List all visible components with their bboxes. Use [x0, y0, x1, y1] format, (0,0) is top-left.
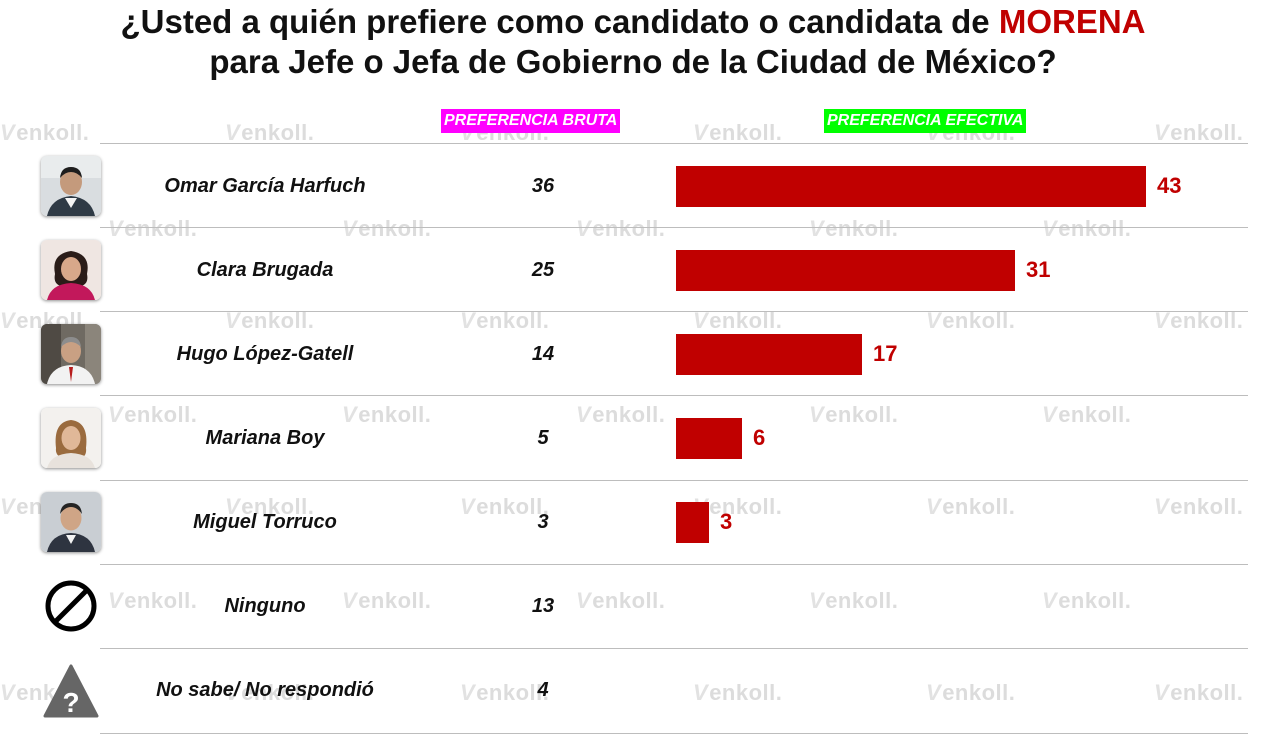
title-line1-prefix: ¿Usted a quién prefiere como candidato o…	[120, 3, 999, 40]
row-divider	[100, 227, 1248, 228]
row-label: Mariana Boy	[205, 427, 325, 449]
row-label: Clara Brugada	[196, 259, 334, 281]
table-row: Hugo López-Gatell 14 17	[0, 312, 1266, 396]
row-label: Hugo López-Gatell	[176, 343, 354, 365]
preferencia-efectiva-bar	[676, 334, 862, 375]
watermark-logo-icon: V	[225, 120, 241, 145]
candidate-photo-icon	[41, 324, 101, 384]
preferencia-bruta-value: 36	[531, 175, 555, 197]
row-divider	[100, 395, 1248, 396]
row-label: Omar García Harfuch	[164, 175, 366, 197]
preferencia-efectiva-label: 31	[1026, 257, 1051, 282]
preferencia-bruta-value: 3	[537, 511, 549, 533]
preferencia-bruta-value: 13	[531, 595, 555, 617]
row-divider	[100, 733, 1248, 734]
row-label: No sabe/ No respondió	[156, 679, 374, 701]
preferencia-bruta-value: 5	[537, 427, 549, 449]
preferencia-efectiva-label: 3	[720, 509, 733, 534]
title-highlight: MORENA	[998, 3, 1146, 40]
preferencia-bruta-value: 14	[531, 343, 555, 365]
preferencia-efectiva-label: 6	[753, 425, 766, 450]
row-divider	[100, 564, 1248, 565]
svg-text:?: ?	[62, 687, 79, 718]
table-row: Clara Brugada 25 31	[0, 228, 1266, 312]
preferencia-efectiva-bar	[676, 250, 1015, 291]
row-label: Miguel Torruco	[193, 511, 337, 533]
table-row: Mariana Boy 5 6	[0, 396, 1266, 480]
candidate-photo-icon	[41, 156, 101, 216]
candidate-photo-icon	[41, 240, 101, 300]
watermark-logo-icon: V	[693, 120, 709, 145]
warning-question-icon: ?	[41, 660, 101, 720]
preferencia-efectiva-bar	[676, 166, 1146, 207]
preferencia-bruta-value: 4	[537, 679, 549, 701]
preferencia-efectiva-bar	[676, 502, 709, 543]
preferencia-efectiva-label: 43	[1157, 173, 1182, 198]
prohibited-icon	[41, 576, 101, 636]
watermark-text: enkoll.	[709, 120, 783, 145]
header-preferencia-efectiva: PREFERENCIA EFECTIVA	[824, 109, 1027, 133]
header-preferencia-bruta: PREFERENCIA BRUTA	[441, 109, 621, 133]
table-row: Omar García Harfuch 36 43	[0, 144, 1266, 228]
watermark-text: enkoll.	[1170, 120, 1244, 145]
table-row: ? No sabe/ No respondió 4	[0, 648, 1266, 732]
row-divider	[100, 480, 1248, 481]
watermark-text: enkoll.	[241, 120, 315, 145]
candidate-photo-icon	[41, 408, 101, 468]
watermark-logo-icon: V	[0, 120, 16, 145]
preferencia-efectiva-label: 17	[873, 341, 898, 366]
watermark-text: enkoll.	[16, 120, 90, 145]
title-line2: para Jefe o Jefa de Gobierno de la Ciuda…	[209, 43, 1057, 80]
watermark: Venkoll.	[0, 120, 89, 146]
table-row: Miguel Torruco 3 3	[0, 480, 1266, 564]
table-row: Ninguno 13	[0, 564, 1266, 648]
chart-title: ¿Usted a quién prefiere como candidato o…	[0, 2, 1266, 82]
row-label: Ninguno	[224, 595, 306, 617]
candidate-photo-icon	[41, 492, 101, 552]
row-divider	[100, 143, 1248, 144]
watermark-logo-icon: V	[1154, 120, 1170, 145]
row-divider	[100, 311, 1248, 312]
preferencia-bruta-value: 25	[531, 259, 555, 281]
preferencia-efectiva-bar	[676, 418, 742, 459]
row-divider	[100, 648, 1248, 649]
